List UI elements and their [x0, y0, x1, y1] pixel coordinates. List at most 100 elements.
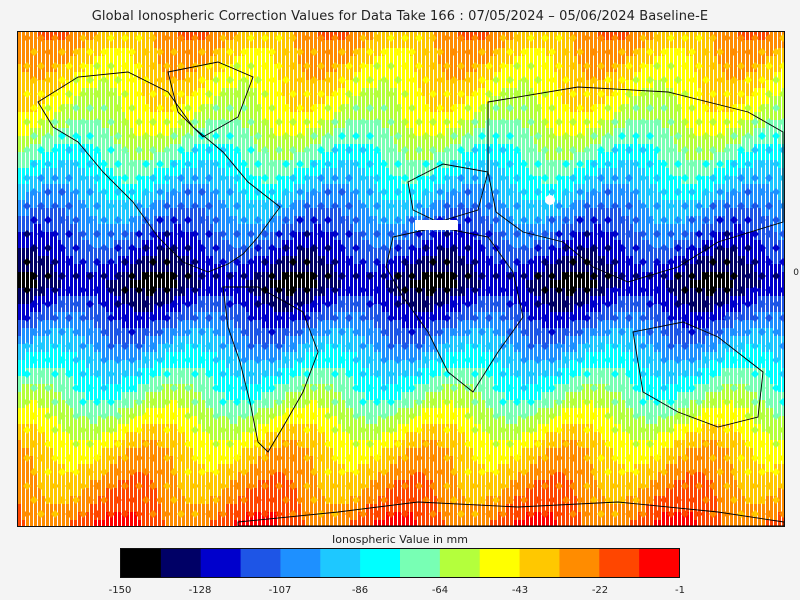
field-cell [634, 32, 637, 40]
field-cell [222, 184, 225, 192]
field-cell [234, 192, 237, 200]
field-cell [50, 128, 53, 136]
field-cell [710, 128, 713, 136]
field-cell [570, 96, 573, 104]
field-cell [438, 120, 441, 128]
field-cell [338, 208, 341, 216]
field-cell [66, 136, 69, 144]
field-cell [226, 80, 229, 88]
field-cell [18, 64, 21, 72]
field-cell [274, 40, 277, 48]
field-cell [546, 184, 549, 192]
field-cell [154, 232, 157, 240]
field-cell [114, 168, 117, 176]
field-cell [602, 128, 605, 136]
field-cell [630, 176, 633, 184]
field-cell [354, 64, 357, 72]
field-cell [678, 40, 681, 48]
field-cell [714, 192, 717, 200]
field-cell [626, 72, 629, 80]
field-cell [170, 152, 173, 160]
field-cell [210, 200, 213, 208]
field-cell [666, 184, 669, 192]
field-cell [690, 176, 693, 184]
field-cell [234, 48, 237, 56]
field-cell [678, 136, 681, 144]
field-cell [398, 64, 401, 72]
field-cell [238, 184, 241, 192]
field-cell [518, 184, 521, 192]
field-cell [670, 96, 673, 104]
field-cell [646, 232, 649, 240]
field-cell [606, 72, 609, 80]
field-cell [698, 112, 701, 120]
field-cell [506, 176, 509, 184]
field-cell [526, 192, 529, 200]
field-cell [610, 176, 613, 184]
field-cell [570, 48, 573, 56]
field-cell [126, 200, 129, 208]
field-cell [286, 112, 289, 120]
field-cell [542, 56, 545, 64]
field-cell [474, 112, 477, 120]
field-cell [750, 176, 753, 184]
field-cell [86, 200, 89, 208]
field-cell [158, 200, 161, 208]
field-cell [366, 40, 369, 48]
field-cell [674, 136, 677, 144]
field-cell [294, 32, 297, 40]
field-cell [202, 152, 205, 160]
field-cell [650, 176, 653, 184]
field-cell [554, 144, 557, 152]
field-cell [738, 136, 741, 144]
field-cell [126, 96, 129, 104]
field-cell [134, 64, 137, 72]
field-cell [462, 40, 465, 48]
field-cell [174, 80, 177, 88]
field-cell [678, 96, 681, 104]
field-cell [166, 168, 169, 176]
field-cell [722, 64, 725, 72]
field-cell [406, 128, 409, 136]
field-cell [138, 72, 141, 80]
field-cell [650, 128, 653, 136]
field-cell [354, 128, 357, 136]
field-cell [578, 120, 581, 128]
field-cell [690, 208, 693, 216]
field-cell [370, 56, 373, 64]
field-cell [82, 56, 85, 64]
field-cell [258, 96, 261, 104]
field-cell [570, 160, 573, 168]
field-cell [226, 232, 229, 240]
field-cell [142, 224, 145, 232]
field-cell [178, 152, 181, 160]
field-cell [778, 208, 781, 216]
field-cell [66, 128, 69, 136]
field-cell [514, 56, 517, 64]
field-cell [414, 40, 417, 48]
field-cell [506, 72, 509, 80]
field-cell [722, 152, 725, 160]
field-cell [678, 144, 681, 152]
field-cell [394, 112, 397, 120]
field-cell [494, 112, 497, 120]
field-cell [138, 112, 141, 120]
field-cell [614, 80, 617, 88]
field-cell [386, 72, 389, 80]
field-cell [426, 120, 429, 128]
field-cell [278, 56, 281, 64]
field-cell [278, 80, 281, 88]
field-cell [450, 72, 453, 80]
field-cell [214, 184, 217, 192]
field-cell [218, 88, 221, 96]
field-cell [142, 72, 145, 80]
field-cell [582, 168, 585, 176]
field-cell [610, 152, 613, 160]
map-panel[interactable] [17, 31, 785, 527]
field-cell [702, 32, 705, 40]
field-cell [346, 56, 349, 64]
field-cell [318, 224, 321, 232]
field-cell [466, 72, 469, 80]
field-cell [642, 96, 645, 104]
field-cell [354, 224, 357, 232]
